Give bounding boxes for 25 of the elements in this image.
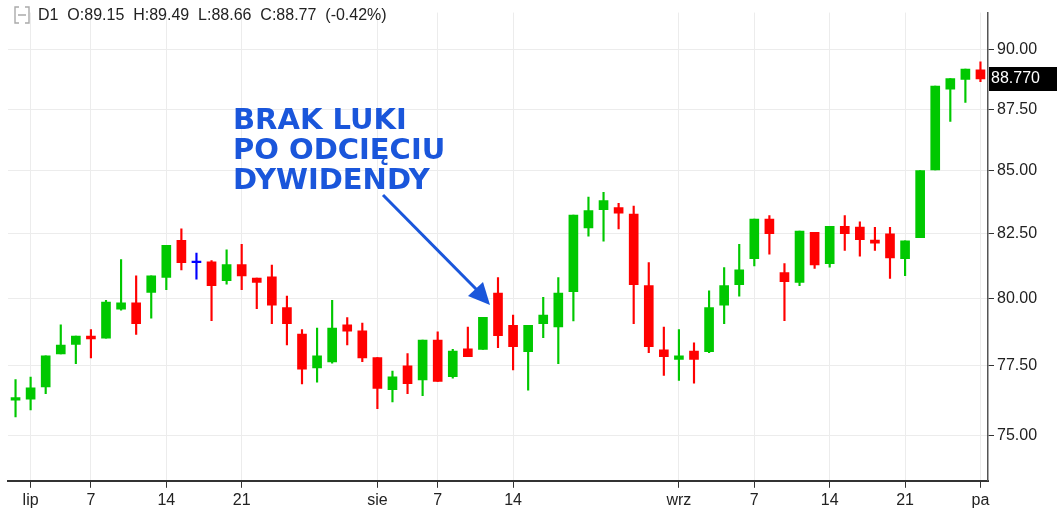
candlestick <box>779 263 790 321</box>
y-tick-label: 80.00 <box>997 289 1038 307</box>
x-tick-label: 14 <box>820 490 839 508</box>
chart-title: D1 O:89.15 H:89.49 L:88.66 C:88.77 (-0.42%) <box>38 6 387 24</box>
y-tick-label: 90.00 <box>997 40 1038 58</box>
y-tick-label: 85.00 <box>997 161 1038 179</box>
y-tick-label: 75.00 <box>997 425 1038 443</box>
x-tick-label: 7 <box>86 490 96 508</box>
x-tick-label: lip <box>22 490 39 508</box>
y-tick-label: 87.50 <box>997 99 1038 117</box>
x-tick-label: 7 <box>749 490 759 508</box>
x-tick-label: 21 <box>232 490 251 508</box>
y-tick-label: 77.50 <box>997 356 1038 374</box>
x-tick-label: 14 <box>157 490 176 508</box>
candlestick <box>10 379 21 418</box>
x-tick-label: wrz <box>665 490 692 508</box>
text: 88.770 <box>991 69 1041 87</box>
x-tick-label: pa <box>971 490 990 508</box>
y-tick-label: 82.50 <box>997 224 1038 242</box>
x-tick-label: 21 <box>896 490 915 508</box>
x-tick-label: 7 <box>433 490 443 508</box>
x-tick-label: sie <box>367 490 388 508</box>
annotation: BRAK LUKI PO ODCIĘCIU DYWIDENDY <box>233 102 446 196</box>
candlestick <box>598 192 609 242</box>
x-tick-label: 14 <box>504 490 523 508</box>
